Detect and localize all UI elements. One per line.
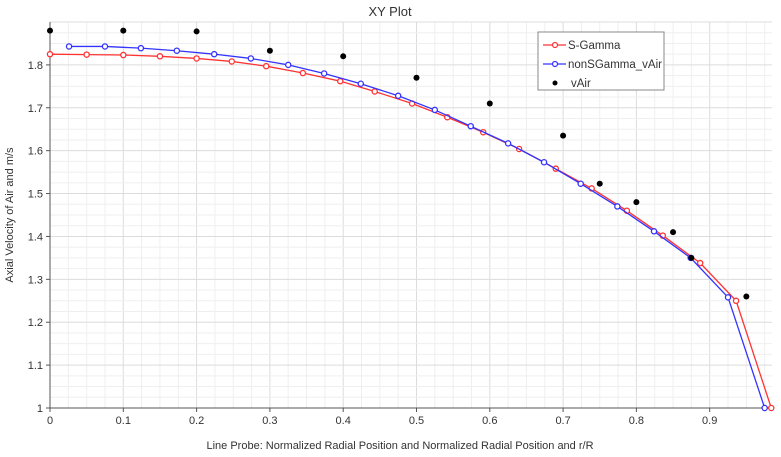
data-point-nonSGamma_vAir — [284, 61, 292, 69]
legend-label: S-Gamma — [568, 40, 621, 52]
data-point-vAir — [413, 74, 420, 81]
data-point-S-Gamma — [228, 58, 236, 65]
data-point-nonSGamma_vAir — [210, 50, 218, 58]
y-tick-label: 1.7 — [28, 103, 43, 115]
x-tick-label: 0.4 — [336, 415, 351, 427]
data-point-vAir — [633, 199, 640, 206]
data-point-nonSGamma_vAir — [467, 122, 474, 130]
axes: 0 0.1 0.2 0.3 0.4 0.5 0.6 0.7 0.8 0.9 1 1.1 1.2 1.3 1.… — [28, 22, 772, 427]
data-point-S-Gamma — [262, 62, 270, 70]
chart-title: XY Plot — [368, 4, 412, 19]
data-point-nonSGamma_vAir — [394, 92, 402, 100]
data-point-nonSGamma_vAir — [540, 158, 548, 166]
x-tick-label: 0.8 — [629, 415, 644, 427]
y-tick-label: 1.6 — [28, 146, 43, 158]
y-tick-label: 1.1 — [28, 360, 43, 372]
data-point-nonSGamma_vAir — [357, 80, 365, 88]
data-point-S-Gamma — [371, 88, 378, 95]
data-point-vAir — [670, 229, 677, 236]
series-group — [46, 27, 775, 412]
x-tick-label: 0 — [47, 415, 53, 427]
data-point-nonSGamma_vAir — [320, 70, 328, 77]
data-point-nonSGamma_vAir — [724, 294, 732, 301]
data-point-S-Gamma — [46, 50, 54, 58]
series-line-nonSGamma_vAir — [69, 45, 766, 409]
data-point-nonSGamma_vAir — [614, 203, 621, 210]
data-point-nonSGamma_vAir — [761, 404, 768, 412]
data-point-S-Gamma — [299, 69, 307, 77]
data-point-vAir — [596, 180, 603, 187]
data-point-vAir — [688, 254, 695, 261]
data-point-vAir — [47, 27, 53, 34]
x-tick-label: 0.1 — [116, 415, 131, 427]
data-point-S-Gamma — [83, 51, 90, 58]
data-point-nonSGamma_vAir — [101, 43, 109, 50]
data-point-vAir — [743, 293, 750, 300]
series-line-S-Gamma — [49, 53, 772, 409]
x-tick-label: 0.3 — [262, 415, 277, 427]
data-point-nonSGamma_vAir — [173, 47, 181, 54]
data-point-vAir — [560, 132, 567, 139]
legend-marker — [552, 80, 558, 86]
data-point-vAir — [120, 27, 127, 34]
legend-marker — [551, 41, 559, 49]
data-point-nonSGamma_vAir — [65, 43, 73, 50]
x-axis-label: Line Probe: Normalized Radial Position a… — [206, 440, 593, 452]
legend-marker — [551, 60, 559, 68]
data-point-S-Gamma — [696, 259, 704, 267]
y-axis-label: Axial Velocity of Air and m/s — [4, 147, 16, 283]
grid — [49, 21, 772, 409]
data-point-S-Gamma — [120, 51, 127, 59]
data-point-S-Gamma — [193, 55, 200, 62]
data-point-S-Gamma — [156, 53, 164, 60]
y-tick-label: 1.5 — [28, 189, 43, 201]
data-point-S-Gamma — [768, 404, 775, 412]
data-point-vAir — [193, 28, 200, 35]
data-point-nonSGamma_vAir — [504, 140, 512, 147]
data-point-nonSGamma_vAir — [247, 55, 255, 62]
legend-label: vAir — [571, 78, 591, 90]
legend-label: nonSGamma_vAir — [568, 59, 662, 71]
data-point-nonSGamma_vAir — [431, 106, 439, 114]
data-point-S-Gamma — [732, 297, 740, 305]
y-tick-label: 1 — [37, 403, 43, 415]
data-point-nonSGamma_vAir — [577, 180, 584, 187]
legend: S-Gamma nonSGamma_vAir vAir — [537, 31, 665, 91]
x-tick-label: 0.7 — [555, 415, 570, 427]
y-tick-label: 1.4 — [28, 231, 43, 243]
data-point-vAir — [340, 53, 347, 60]
data-point-vAir — [486, 100, 493, 107]
x-tick-label: 0.6 — [482, 415, 497, 427]
y-tick-label: 1.8 — [28, 60, 43, 72]
data-point-S-Gamma — [337, 77, 344, 85]
x-tick-label: 0.5 — [409, 415, 424, 427]
y-tick-label: 1.3 — [28, 274, 43, 286]
data-point-nonSGamma_vAir — [137, 44, 145, 52]
x-tick-label: 0.9 — [702, 415, 717, 427]
data-point-nonSGamma_vAir — [650, 228, 658, 235]
x-tick-label: 0.2 — [189, 415, 204, 427]
y-tick-label: 1.2 — [28, 317, 43, 329]
data-point-vAir — [266, 47, 273, 54]
